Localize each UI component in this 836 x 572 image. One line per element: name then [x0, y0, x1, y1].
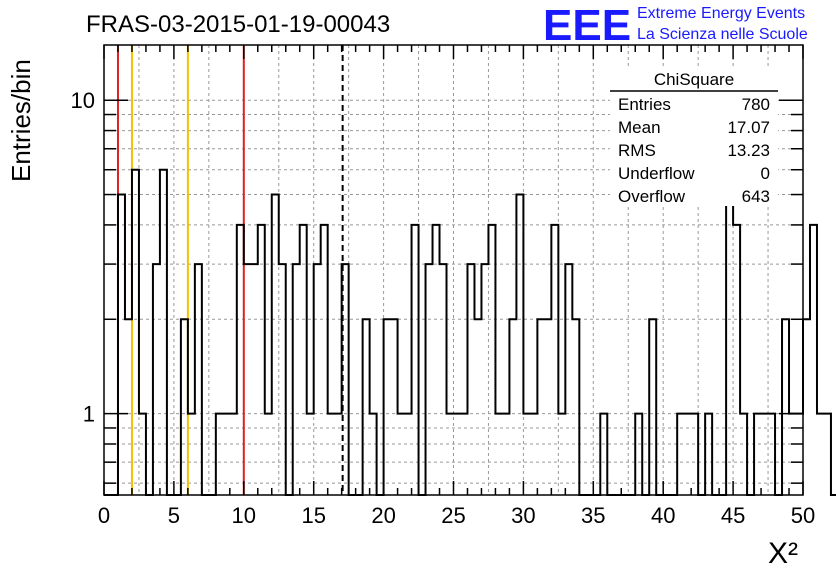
x-tick-label: 10: [232, 503, 256, 528]
stats-row-value: 643: [742, 187, 770, 206]
x-tick-label: 30: [511, 503, 535, 528]
x-axis-label: X²: [768, 537, 798, 570]
tick-labels: 0 5 10 15 20 25 30 35 40 45 50 1 10: [71, 88, 816, 528]
logo-line-2: La Scienza nelle Scuole: [637, 26, 808, 43]
x-tick-label: 40: [651, 503, 675, 528]
x-tick-label: 35: [581, 503, 605, 528]
eee-logo-mark: EEE: [543, 1, 631, 50]
x-tick-label: 0: [98, 503, 110, 528]
stats-row-value: 780: [742, 95, 770, 114]
axis-ticks: [103, 45, 804, 495]
stats-row-value: 13.23: [727, 141, 770, 160]
stats-box: ChiSquare Entries 780 Mean 17.07 RMS 13.23 Und…: [610, 66, 778, 206]
y-tick-label: 1: [83, 402, 95, 427]
x-tick-label: 45: [721, 503, 745, 528]
stats-row-label: Entries: [618, 95, 671, 114]
stats-row-label: Overflow: [618, 187, 686, 206]
histogram-series: [104, 168, 836, 496]
eee-logo: EEE Extreme Energy Events La Scienza nel…: [543, 1, 808, 50]
x-tick-label: 50: [791, 503, 815, 528]
stats-row-label: RMS: [618, 141, 656, 160]
stats-box-background: [610, 66, 778, 206]
stats-row-label: Underflow: [618, 164, 695, 183]
stats-row-value: 0: [761, 164, 770, 183]
logo-line-1: Extreme Energy Events: [637, 5, 805, 22]
x-tick-label: 20: [371, 503, 395, 528]
y-tick-label: 10: [71, 88, 95, 113]
stats-rows: Entries 780 Mean 17.07 RMS 13.23 Underflow 0 Ove…: [618, 95, 770, 206]
stats-row-label: Mean: [618, 118, 661, 137]
x-tick-label: 25: [441, 503, 465, 528]
run-title: FRAS-03-2015-01-19-00043: [86, 11, 390, 38]
x-tick-label: 15: [301, 503, 325, 528]
y-axis-label: Entries/bin: [6, 59, 36, 182]
stats-box-title: ChiSquare: [654, 70, 734, 89]
stats-row-value: 17.07: [727, 118, 770, 137]
histogram-bars: [104, 168, 836, 496]
x-tick-label: 5: [168, 503, 180, 528]
